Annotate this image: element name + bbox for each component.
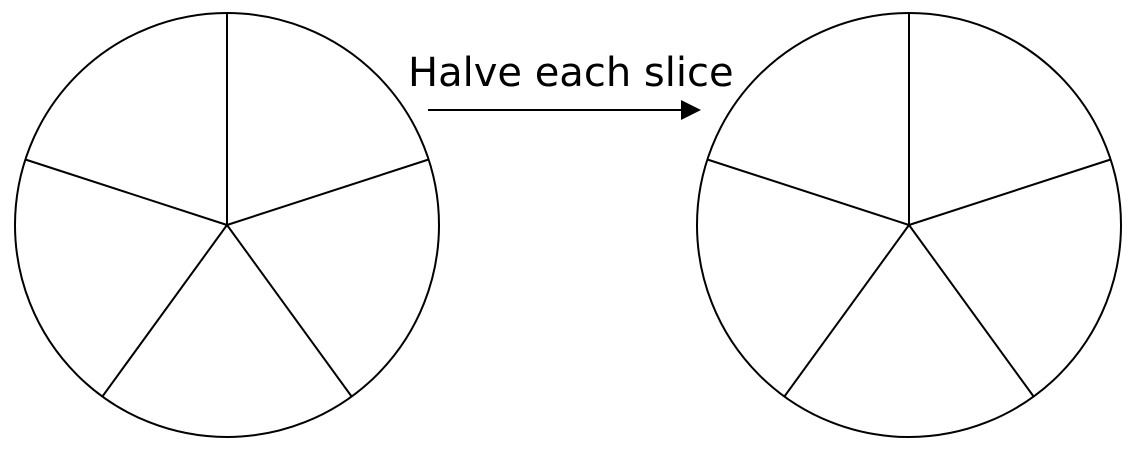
pie-before-slice-lines: [25, 13, 428, 397]
pie-after-slice-line: [909, 159, 1111, 225]
pie-after-slice-lines: [707, 13, 1110, 397]
pie-after-slice-line: [909, 225, 1034, 397]
instruction-label: Halve each slice: [408, 50, 734, 96]
pie-before-slice-line: [227, 225, 352, 397]
pie-after: [697, 13, 1121, 437]
pie-after-slice-line: [784, 225, 909, 397]
pie-before-slice-line: [227, 159, 429, 225]
pie-before-slice-line: [102, 225, 227, 397]
arrow-head-icon: [681, 100, 701, 120]
pie-before: [15, 13, 439, 437]
halve-arrow: Halve each slice: [408, 50, 734, 120]
pie-after-slice-line: [707, 159, 909, 225]
pie-before-slice-line: [25, 159, 227, 225]
